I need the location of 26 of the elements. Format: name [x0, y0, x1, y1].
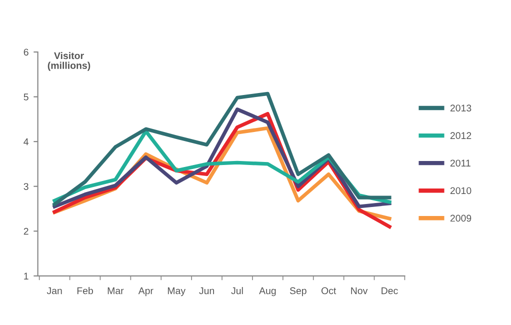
y-axis-title: Visitor (millions) — [48, 52, 90, 71]
y-tick-label: 1 — [24, 272, 28, 280]
legend-label: 2012 — [450, 132, 472, 140]
x-tick-label: Jan — [46, 287, 62, 294]
legend-label: 2009 — [450, 214, 472, 222]
x-tick-label: Aug — [259, 287, 276, 296]
x-tick-label: Apr — [138, 287, 154, 296]
x-tick-label: Feb — [77, 287, 93, 294]
x-tick-label: Sep — [290, 287, 306, 296]
x-tick-label: May — [168, 287, 186, 296]
x-tick-label: Oct — [321, 287, 336, 294]
x-tick-label: Jul — [231, 287, 243, 294]
x-tick-label: Nov — [351, 287, 368, 294]
y-tick-label: 6 — [24, 48, 28, 56]
legend-label: 2010 — [450, 187, 472, 194]
x-tick-label: Mar — [108, 287, 124, 294]
y-tick-label: 3 — [24, 183, 28, 190]
line-series — [52, 92, 392, 206]
x-tick-label: Dec — [382, 287, 398, 294]
legend-label: 2013 — [450, 104, 472, 112]
y-tick-label: 2 — [24, 228, 28, 235]
line-series — [52, 108, 392, 208]
y-tick-label: 4 — [24, 138, 28, 146]
legend-label: 2011 — [450, 160, 470, 167]
x-tick-label: Jun — [199, 287, 214, 294]
y-tick-label: 5 — [24, 94, 28, 100]
